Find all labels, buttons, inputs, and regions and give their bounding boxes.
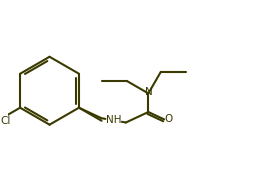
Text: Cl: Cl [0,116,11,126]
Text: O: O [165,114,173,124]
Text: N: N [145,87,152,97]
Text: NH: NH [106,115,121,125]
